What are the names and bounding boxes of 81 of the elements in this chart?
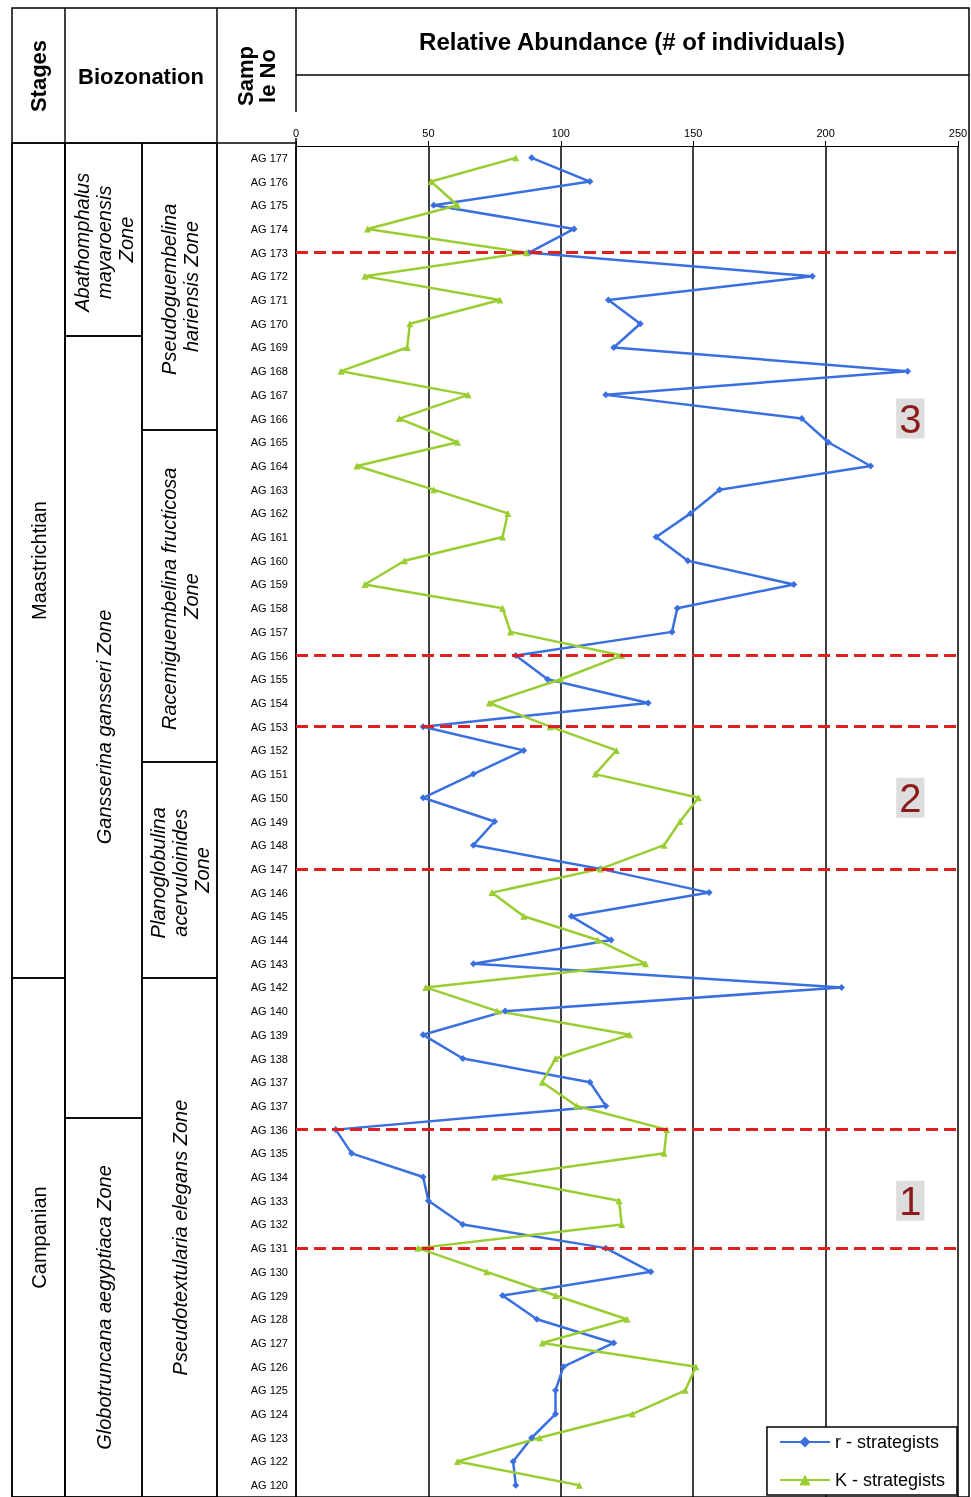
y-tick-label: AG 151 xyxy=(250,768,288,781)
x-tick-label: 100 xyxy=(551,126,570,139)
y-tick-label: AG 164 xyxy=(250,459,288,472)
y-tick-label: AG 158 xyxy=(250,602,288,615)
text: Maastrichtian xyxy=(27,501,50,620)
x-tick-label: 250 xyxy=(948,126,968,139)
y-tick-label: AG 148 xyxy=(250,839,288,852)
y-tick-label: AG 138 xyxy=(250,1052,288,1065)
y-tick-label: AG 153 xyxy=(250,720,288,733)
text: Planoglobulina acervuloinides Zone xyxy=(146,801,213,939)
y-tick-label: AG 171 xyxy=(250,294,288,307)
y-tick-label: AG 140 xyxy=(250,1005,288,1018)
y-tick-label: AG 169 xyxy=(250,341,288,354)
y-tick-label: AG 139 xyxy=(250,1028,288,1041)
y-tick-label: AG 150 xyxy=(250,791,288,804)
y-tick-label: AG 165 xyxy=(250,436,288,449)
y-tick-label: AG 122 xyxy=(250,1455,288,1468)
y-tick-label: AG 129 xyxy=(250,1289,288,1302)
y-tick-label: AG 120 xyxy=(250,1479,288,1492)
chart-title: Relative Abundance (# of individuals) xyxy=(419,27,845,55)
y-tick-label: AG 156 xyxy=(250,649,288,662)
y-tick-label: AG 134 xyxy=(250,1171,288,1184)
y-tick-label: AG 174 xyxy=(250,222,288,235)
y-tick-label: AG 145 xyxy=(250,910,288,923)
y-tick-label: AG 170 xyxy=(250,317,288,330)
text: Campanian xyxy=(27,1186,50,1289)
y-tick-label: AG 155 xyxy=(250,673,288,686)
text: Biozonation xyxy=(78,63,204,89)
text: Pseudotextularia elegans Zone xyxy=(168,1099,191,1376)
y-tick-label: AG 159 xyxy=(250,578,288,591)
y-tick-label: AG 160 xyxy=(250,554,288,567)
y-tick-label: AG 123 xyxy=(250,1431,288,1444)
y-tick-label: AG 124 xyxy=(250,1408,288,1421)
text: Sample No xyxy=(232,46,280,106)
y-tick-label: AG 157 xyxy=(250,625,288,638)
y-tick-label: AG 127 xyxy=(250,1336,288,1349)
y-tick-label: AG 137 xyxy=(250,1099,288,1112)
y-tick-label: AG 161 xyxy=(250,531,288,544)
y-tick-label: AG 135 xyxy=(250,1147,288,1160)
y-tick-label: AG 143 xyxy=(250,957,288,970)
y-tick-label: AG 128 xyxy=(250,1313,288,1326)
text: Racemiguembelina fructicosa Zone xyxy=(157,462,202,730)
y-tick-label: AG 173 xyxy=(250,246,288,259)
text: Abathomphalus mayaroensis Zone xyxy=(70,167,137,313)
y-tick-label: AG 125 xyxy=(250,1384,288,1397)
annotation: 1 xyxy=(899,1178,922,1223)
text: Pseudoguembelina hariensis Zone xyxy=(157,198,202,375)
y-tick-label: AG 154 xyxy=(250,696,288,709)
text: Stages xyxy=(25,39,51,113)
y-tick-label: AG 176 xyxy=(250,175,288,188)
y-tick-label: AG 133 xyxy=(250,1194,288,1207)
legend-label: r - strategists xyxy=(834,1432,939,1452)
y-tick-label: AG 136 xyxy=(250,1123,288,1136)
annotation: 2 xyxy=(899,775,922,820)
y-tick-label: AG 137 xyxy=(250,1076,288,1089)
x-tick-label: 50 xyxy=(422,126,435,139)
y-tick-label: AG 163 xyxy=(250,483,288,496)
legend-label: K - strategists xyxy=(834,1470,945,1490)
y-tick-label: AG 167 xyxy=(250,388,288,401)
x-tick-label: 200 xyxy=(816,126,835,139)
y-tick-label: AG 168 xyxy=(250,365,288,378)
y-tick-label: AG 172 xyxy=(250,270,288,283)
y-tick-label: AG 175 xyxy=(250,199,288,212)
x-tick-label: 150 xyxy=(684,126,703,139)
y-tick-label: AG 147 xyxy=(250,862,288,875)
y-tick-label: AG 126 xyxy=(250,1360,288,1373)
annotation: 3 xyxy=(899,396,922,441)
y-tick-label: AG 144 xyxy=(250,934,288,947)
y-tick-label: AG 142 xyxy=(250,981,288,994)
y-tick-label: AG 132 xyxy=(250,1218,288,1231)
y-tick-label: AG 162 xyxy=(250,507,288,520)
y-tick-label: AG 166 xyxy=(250,412,288,425)
y-tick-label: AG 149 xyxy=(250,815,288,828)
y-tick-label: AG 130 xyxy=(250,1265,288,1278)
text: Globotruncana aegyptiaca Zone xyxy=(92,1165,115,1450)
x-tick-label: 0 xyxy=(292,126,300,139)
y-tick-label: AG 177 xyxy=(250,151,288,164)
text: Gansserina gansseri Zone xyxy=(92,609,115,845)
y-tick-label: AG 146 xyxy=(250,886,288,899)
y-tick-label: AG 152 xyxy=(250,744,288,757)
y-tick-label: AG 131 xyxy=(250,1242,288,1255)
